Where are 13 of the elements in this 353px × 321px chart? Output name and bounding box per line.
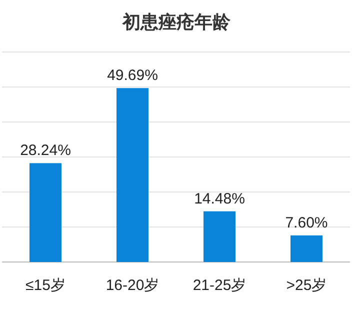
x-tick-label: >25岁 <box>286 277 327 294</box>
bar <box>116 88 148 262</box>
x-tick-label: 21-25岁 <box>192 277 246 294</box>
bar <box>204 211 236 262</box>
data-label: 7.60% <box>285 214 328 232</box>
data-label: 49.69% <box>107 67 158 84</box>
chart-title: 初患痤疮年龄 <box>122 12 232 32</box>
x-tick-label: ≤15岁 <box>26 277 66 294</box>
data-label: 14.48% <box>194 190 245 208</box>
x-tick-label: 16-20岁 <box>106 277 160 294</box>
bar <box>30 163 62 262</box>
bar <box>290 235 322 262</box>
data-label: 28.24% <box>20 142 71 160</box>
